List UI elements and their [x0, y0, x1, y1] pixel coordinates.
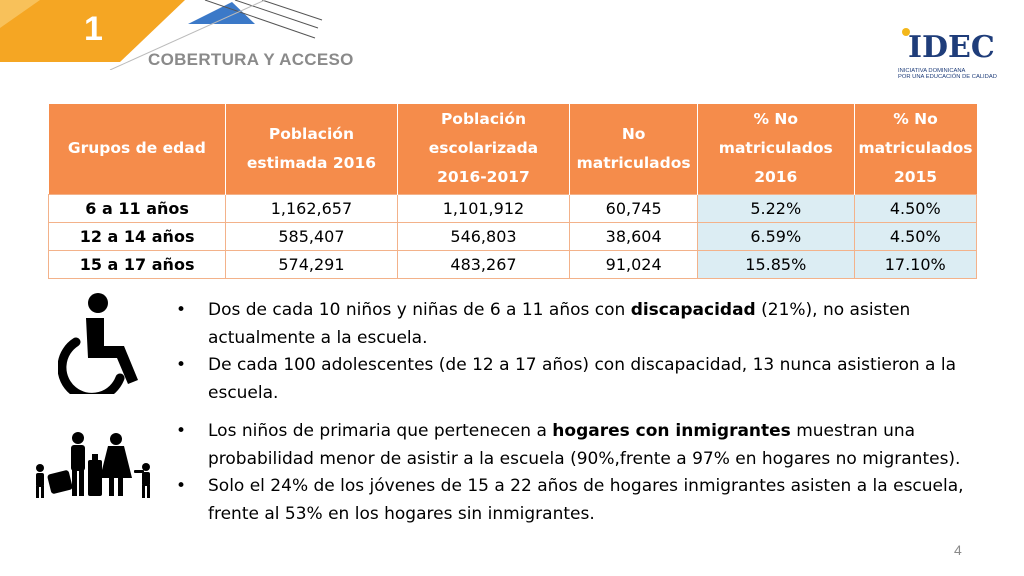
logo-dot-icon [902, 28, 910, 36]
disability-bullet-list: Dos de cada 10 niños y niñas de 6 a 11 a… [176, 297, 976, 407]
list-item: Dos de cada 10 niños y niñas de 6 a 11 a… [176, 297, 976, 352]
cell-pct-2016: 6.59% [697, 221, 855, 251]
table-row: 15 a 17 años 574,291 483,267 91,024 15.8… [47, 249, 978, 279]
col-header-estimated-population: Población estimada 2016 [225, 104, 398, 194]
table-row: 12 a 14 años 585,407 546,803 38,604 6.59… [47, 221, 978, 251]
logo-word: IDEC [908, 30, 995, 65]
cell-not-enrolled: 60,745 [569, 193, 699, 223]
logo-tagline-1: INICIATIVA DOMINICANA [898, 68, 966, 74]
family-with-luggage-icon [36, 432, 150, 498]
cell-enrolled-population: 483,267 [396, 249, 571, 279]
table-header-row: Grupos de edad Población estimada 2016 P… [48, 104, 977, 194]
col-header-not-enrolled: No matriculados [569, 104, 698, 194]
divider-line [204, 0, 316, 39]
coverage-table: Grupos de edad Población estimada 2016 P… [47, 104, 978, 279]
cell-age-group: 15 a 17 años [47, 249, 227, 279]
cell-estimated-population: 585,407 [225, 221, 398, 251]
cell-not-enrolled: 38,604 [569, 221, 699, 251]
divider-line [234, 0, 319, 29]
section-title: COBERTURA Y ACCESO [148, 50, 354, 69]
cell-enrolled-population: 1,101,912 [396, 193, 571, 223]
table-row: 6 a 11 años 1,162,657 1,101,912 60,745 5… [47, 193, 978, 223]
cell-pct-2015: 17.10% [853, 249, 978, 279]
cell-enrolled-population: 546,803 [396, 221, 571, 251]
cell-pct-2015: 4.50% [853, 221, 978, 251]
divider-line [261, 0, 323, 21]
cell-pct-2015: 4.50% [853, 193, 978, 223]
list-item: Solo el 24% de los jóvenes de 15 a 22 añ… [176, 473, 976, 528]
list-item: Los niños de primaria que pertenecen a h… [176, 418, 976, 473]
orange-corner-shape [0, 0, 185, 62]
light-corner-shape [0, 0, 40, 28]
blue-triangle-shape [188, 2, 255, 24]
cell-pct-2016: 5.22% [697, 193, 855, 223]
col-header-pct-2015: % No matriculados 2015 [853, 104, 977, 194]
migrants-bullet-list: Los niños de primaria que pertenecen a h… [176, 418, 976, 528]
section-number: 1 [84, 10, 103, 48]
wheelchair-icon [58, 293, 138, 394]
cell-estimated-population: 1,162,657 [225, 193, 398, 223]
cell-estimated-population: 574,291 [225, 249, 398, 279]
list-item: De cada 100 adolescentes (de 12 a 17 año… [176, 352, 976, 407]
page-number: 4 [954, 542, 962, 558]
cell-pct-2016: 15.85% [697, 249, 855, 279]
idec-logo: IDEC INICIATIVA DOMINICANA POR UNA EDUCA… [888, 26, 1003, 86]
cell-age-group: 6 a 11 años [47, 193, 227, 223]
logo-tagline-2: POR UNA EDUCACIÓN DE CALIDAD [898, 74, 997, 80]
cell-not-enrolled: 91,024 [569, 249, 699, 279]
divider-line [109, 0, 266, 70]
col-header-age-group: Grupos de edad [48, 104, 226, 194]
header-corner-decoration [0, 0, 323, 70]
col-header-pct-2016: % No matriculados 2016 [697, 104, 855, 194]
col-header-enrolled-population: Población escolarizada 2016-2017 [396, 104, 570, 194]
cell-age-group: 12 a 14 años [47, 221, 227, 251]
